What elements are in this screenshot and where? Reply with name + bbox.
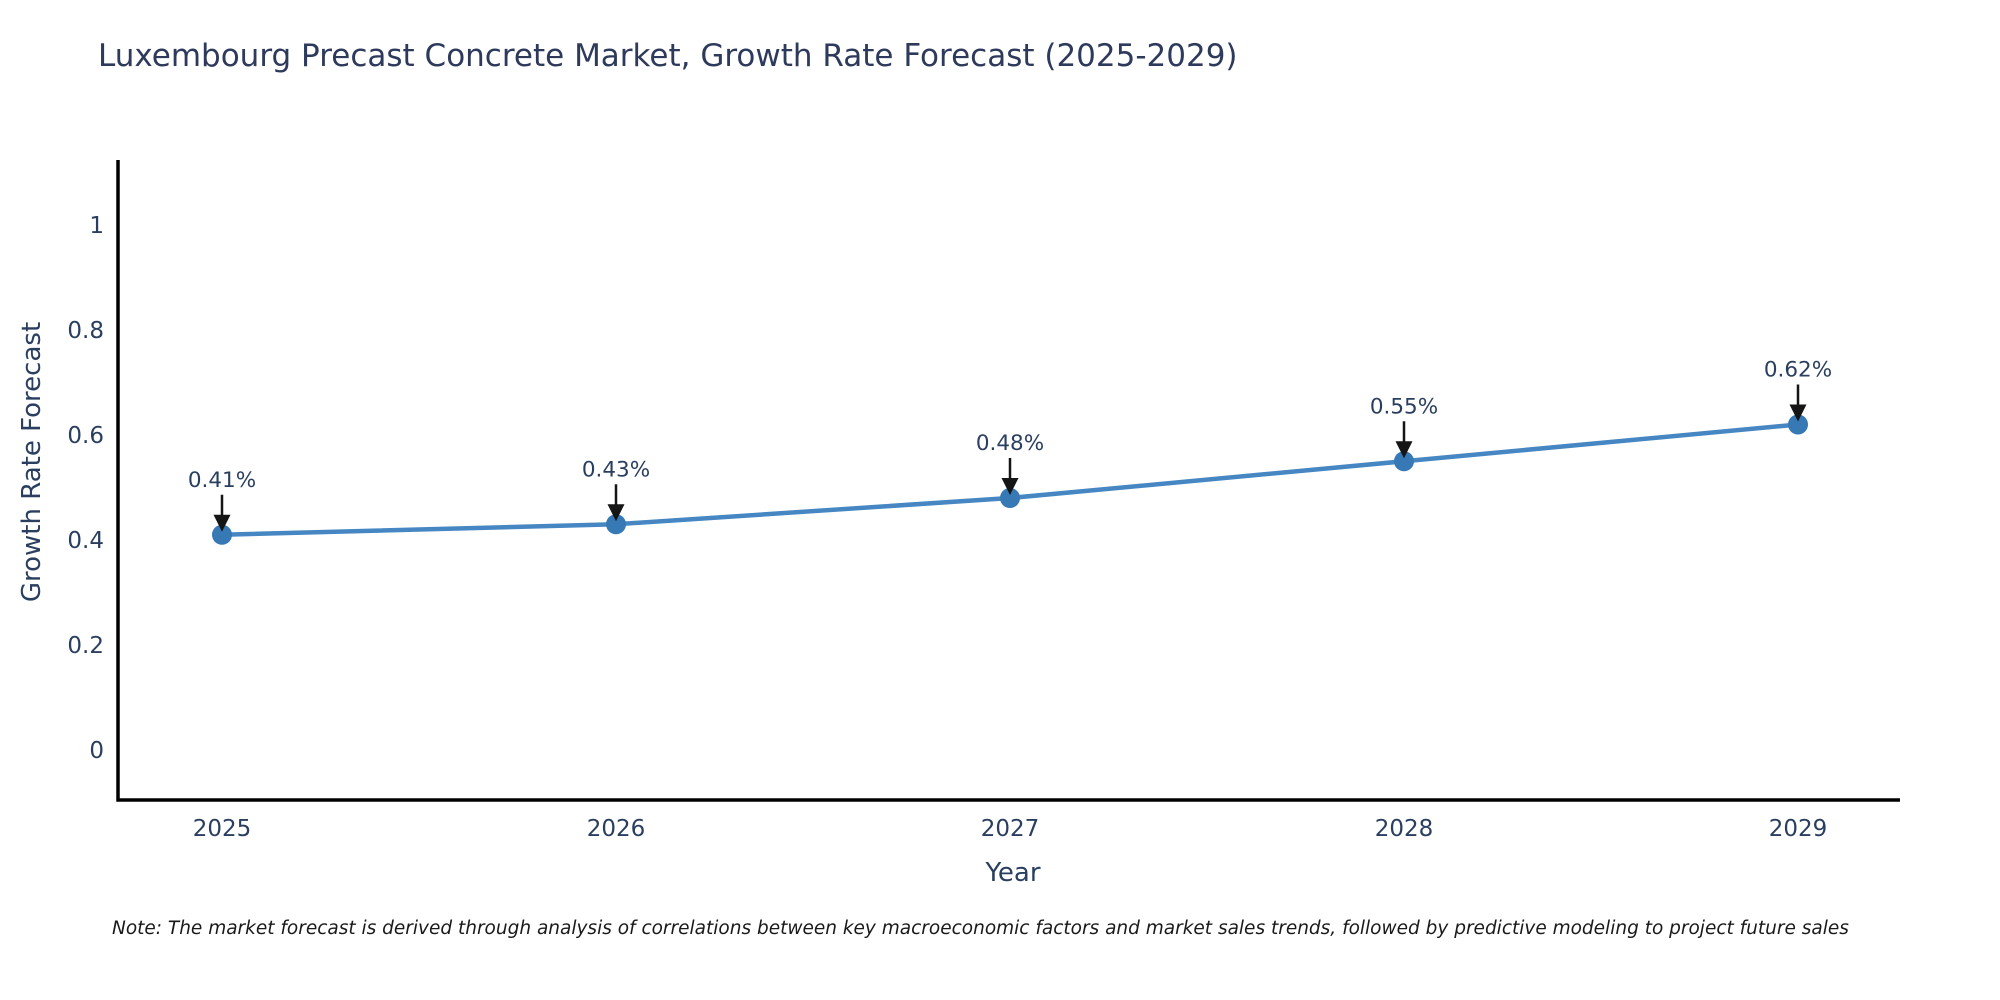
data-point-marker (1394, 451, 1414, 472)
data-point-marker (1000, 488, 1020, 508)
x-axis-title: Year (985, 858, 1041, 888)
y-tick-label: 0 (89, 738, 104, 764)
data-point-marker (212, 524, 232, 545)
data-point-label: 0.62% (1764, 358, 1832, 383)
x-tick-label: 2028 (1375, 816, 1434, 842)
data-point-label: 0.41% (188, 468, 256, 493)
annotation-arrowhead (213, 514, 231, 532)
axis-lines (116, 160, 1900, 802)
x-tick-label: 2027 (981, 816, 1040, 842)
data-point-marker (1788, 414, 1808, 435)
data-point-label: 0.43% (582, 457, 650, 482)
y-tick-label: 1 (89, 213, 104, 239)
data-point-label: 0.55% (1370, 394, 1438, 419)
y-tick-label: 0.2 (67, 633, 104, 659)
data-point-marker (606, 514, 626, 535)
annotation-arrowhead (607, 504, 625, 522)
y-tick-label: 0.6 (67, 423, 104, 449)
annotation-arrowhead (1395, 441, 1413, 459)
annotation-arrowhead (1001, 478, 1019, 495)
annotation-arrowhead (1789, 404, 1807, 422)
data-point-label: 0.48% (976, 431, 1044, 456)
footnote: Note: The market forecast is derived thr… (112, 918, 1849, 939)
y-tick-label: 0.8 (67, 318, 104, 344)
x-tick-label: 2025 (193, 816, 252, 842)
chart-title: Luxembourg Precast Concrete Market, Grow… (98, 38, 1238, 74)
x-tick-label: 2026 (587, 816, 646, 842)
y-tick-label: 0.4 (67, 528, 104, 554)
x-tick-label: 2029 (1769, 816, 1828, 842)
